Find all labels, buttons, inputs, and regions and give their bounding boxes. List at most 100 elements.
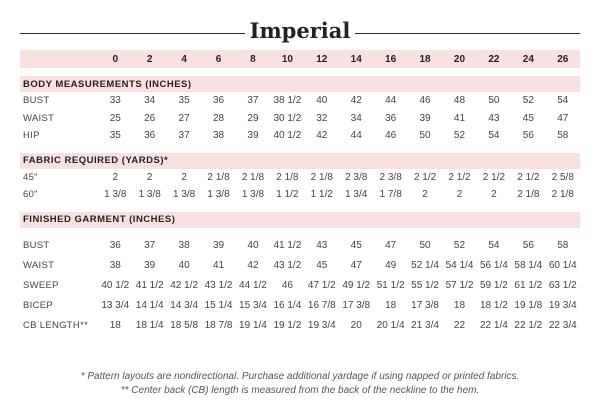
value-cell: 37	[247, 95, 259, 107]
value-cell: 36	[109, 240, 121, 251]
value-cell: 2 1/2	[517, 171, 540, 183]
value-cell: 39	[419, 112, 431, 124]
title-area: Imperial	[0, 14, 600, 50]
table-row: WAIST 38 39 40 41 42 43 1/2 45 47 49 52 1/4 54 1/4 5…	[20, 256, 580, 276]
value-cell: 1 3/8	[207, 189, 230, 201]
value-cell: 16 7/8	[307, 300, 336, 311]
table-row: SWEEP 40 1/2 41 1/2 42 1/2 43 1/2 44 1/2 46 47 …	[20, 276, 580, 296]
value-cell: 50	[419, 130, 431, 142]
value-cell: 17 3/8	[342, 300, 371, 311]
table-row: BUST 36 37 38 39 40 41 1/2 43 45 47 50 52 54 56 58	[20, 236, 580, 256]
footnote-fabric: * Pattern layouts are nondirectional. Pu…	[80, 371, 520, 382]
size-header-cell: 12	[304, 50, 340, 68]
value-cell: 1 3/8	[138, 189, 161, 201]
section-gap	[20, 228, 580, 236]
value-cell: 1 1/2	[310, 189, 333, 201]
value-cell: 2 1/8	[207, 171, 230, 183]
value-cell: 43 1/2	[273, 260, 302, 271]
size-header-cell: 6	[201, 50, 236, 68]
size-header-cell: 0	[98, 50, 133, 68]
value-cell: 2 3/8	[345, 171, 368, 183]
value-cell: 45	[522, 112, 534, 124]
value-cell: 13 3/4	[101, 300, 130, 311]
value-cell: 18 1/4	[135, 320, 164, 331]
value-cell: 36	[144, 130, 156, 142]
value-cell: 44	[350, 130, 362, 142]
title-rule-right	[355, 33, 580, 34]
value-cell: 33	[109, 95, 121, 107]
table-row: CB LENGTH** 18 18 1/4 18 5/8 18 7/8 19 1/4 19 …	[20, 316, 580, 336]
size-chart-table: 0 2 4 6 8 10 12 14 16 18 20 22 24 26 BODY MEASUREMENTS…	[20, 50, 580, 336]
value-cell: 42	[350, 95, 362, 107]
value-cell: 18	[109, 320, 121, 331]
value-cell: 41 1/2	[135, 280, 164, 291]
value-cell: 20	[350, 320, 362, 331]
value-cell: 2	[112, 171, 119, 183]
value-cell: 48	[453, 95, 466, 107]
size-header-cell: 14	[339, 50, 374, 68]
value-cell: 42	[247, 260, 259, 271]
value-cell: 15 3/4	[239, 300, 267, 311]
value-cell: 46	[385, 130, 397, 142]
value-cell: 2 3/8	[379, 171, 402, 183]
value-cell: 44 1/2	[239, 280, 267, 291]
value-cell: 41	[212, 260, 225, 271]
value-cell: 19 3/4	[548, 300, 577, 311]
value-cell: 22	[453, 320, 466, 331]
value-cell: 36	[385, 112, 397, 124]
value-cell: 2 5/8	[551, 171, 574, 183]
value-cell: 40	[316, 95, 328, 107]
section-gap	[20, 204, 580, 212]
section-heading-row: FINISHED GARMENT (INCHES)	[20, 211, 580, 228]
value-cell: 43	[316, 240, 328, 251]
value-cell: 28	[212, 112, 225, 124]
value-cell: 34	[144, 95, 156, 107]
value-cell: 58	[557, 130, 569, 142]
value-cell: 18 1/2	[480, 300, 508, 311]
gap-cell	[20, 145, 580, 153]
table-row: BICEP 13 3/4 14 1/4 14 3/4 15 1/4 15 3/4 16 1/…	[20, 296, 580, 316]
value-cell: 52 1/4	[411, 260, 439, 271]
value-cell: 38	[109, 260, 121, 271]
row-label: CB LENGTH**	[23, 320, 89, 331]
value-cell: 38	[178, 240, 190, 251]
value-cell: 37	[178, 130, 190, 142]
value-cell: 2 1/2	[448, 171, 471, 183]
value-cell: 42	[316, 130, 328, 142]
value-cell: 50	[419, 240, 431, 251]
value-cell: 2 1/8	[310, 171, 333, 183]
size-header-cell: 24	[511, 50, 546, 68]
value-cell: 2 1/8	[276, 171, 299, 183]
value-cell: 2 1/8	[551, 189, 574, 201]
value-cell: 43 1/2	[204, 280, 233, 291]
value-cell: 36	[212, 95, 225, 107]
value-cell: 59 1/2	[480, 280, 508, 291]
section-heading-row: FABRIC REQUIRED (YARDS)*	[20, 152, 580, 169]
footnote-cb-length: ** Center back (CB) length is measured f…	[120, 385, 480, 396]
section-heading-row: BODY MEASUREMENTS (INCHES)	[20, 76, 580, 92]
value-cell: 18	[385, 300, 397, 311]
value-cell: 2 1/8	[241, 171, 265, 183]
value-cell: 54	[488, 240, 500, 251]
value-cell: 30 1/2	[273, 112, 302, 124]
value-cell: 22 1/2	[514, 320, 543, 331]
section-heading: BODY MEASUREMENTS (INCHES)	[20, 76, 580, 92]
value-cell: 39	[212, 240, 225, 251]
table-row: 45" 2 2 2 2 1/8 2 1/8 2 1/8 2 1/8 2 3/8 2 3/8 2 1/…	[20, 169, 580, 187]
size-header-cell: 8	[235, 50, 271, 68]
section-gap	[20, 68, 580, 76]
footnotes: * Pattern layouts are nondirectional. Pu…	[0, 370, 600, 398]
size-header-cell: 10	[270, 50, 305, 68]
value-cell: 18 7/8	[204, 320, 233, 331]
value-cell: 58 1/4	[514, 260, 543, 271]
size-header-row: 0 2 4 6 8 10 12 14 16 18 20 22 24 26	[20, 50, 580, 68]
row-label: BUST	[23, 240, 50, 251]
value-cell: 35	[178, 95, 190, 107]
value-cell: 45	[350, 240, 362, 251]
page-title: Imperial	[249, 18, 351, 43]
size-header-cell: 16	[373, 50, 408, 68]
table-row: HIP 35 36 37 38 39 40 1/2 42 44 46 50 52 54 56 58	[20, 127, 580, 145]
size-header-cell: 26	[545, 50, 580, 68]
value-cell: 37	[144, 240, 156, 251]
size-header-cell: 20	[442, 50, 477, 68]
